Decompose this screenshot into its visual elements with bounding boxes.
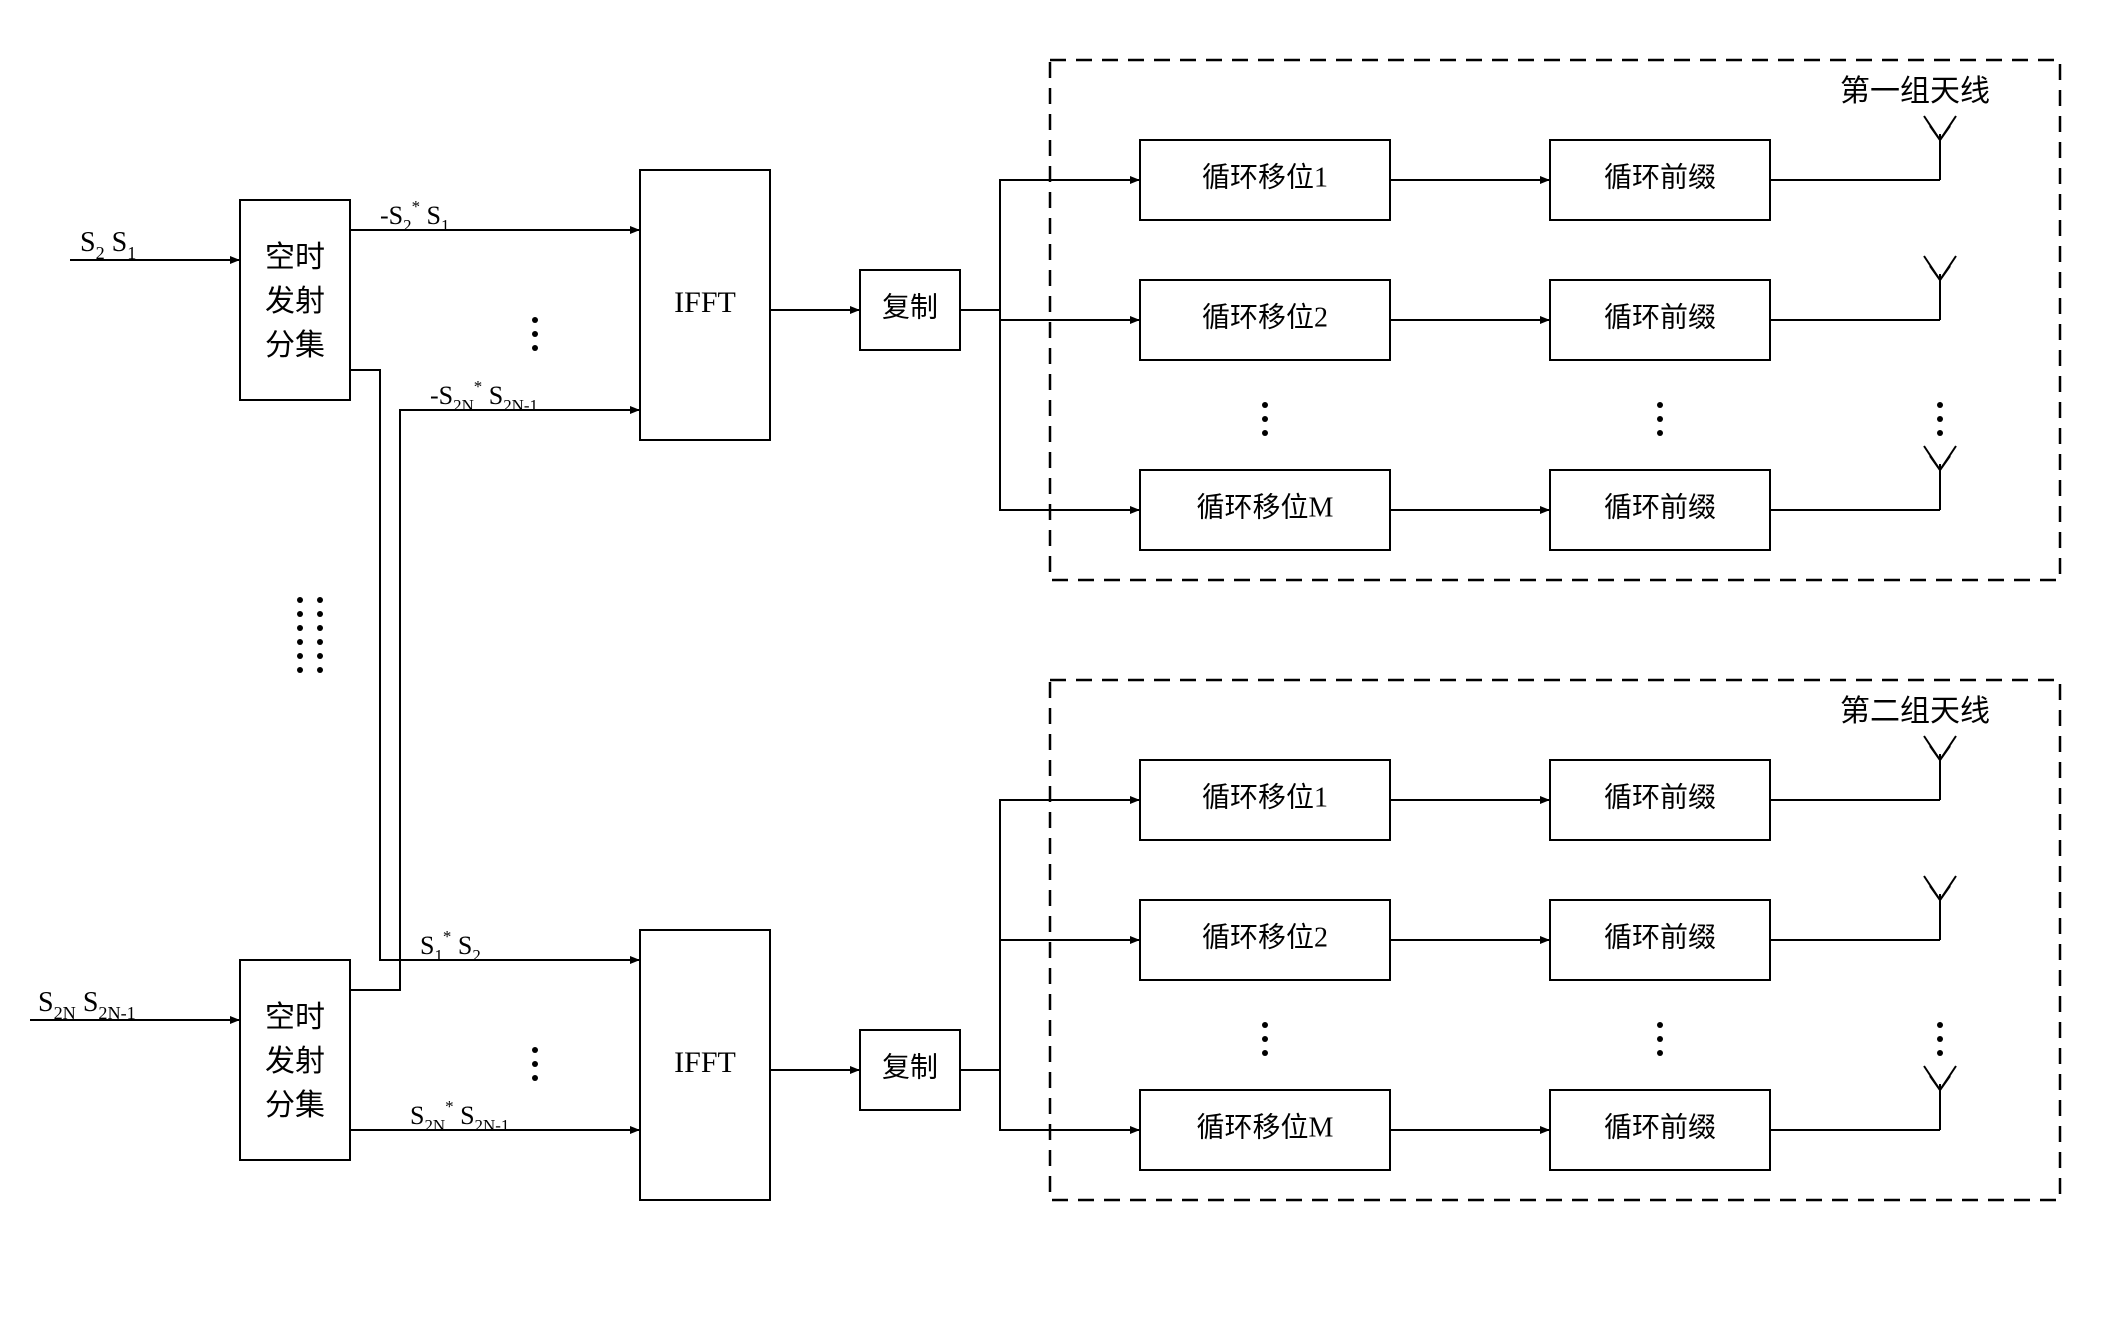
svg-text:IFFT: IFFT: [674, 1046, 736, 1079]
svg-text:循环前缀: 循环前缀: [1604, 491, 1716, 523]
svg-text:循环前缀: 循环前缀: [1604, 301, 1716, 333]
svg-text:第二组天线: 第二组天线: [1840, 695, 1990, 728]
svg-text:第一组天线: 第一组天线: [1840, 75, 1990, 108]
svg-text:S2N* S2N-1: S2N* S2N-1: [410, 1097, 509, 1135]
svg-text:空时发射分集: 空时发射分集: [265, 241, 325, 362]
block-diagram: S2 S1S2N S2N-1空时发射分集空时发射分集-S2* S1-S2N* S…: [0, 0, 2128, 1339]
svg-text:循环移位2: 循环移位2: [1202, 921, 1328, 953]
svg-text:循环移位M: 循环移位M: [1197, 1111, 1334, 1143]
svg-text:循环前缀: 循环前缀: [1604, 1111, 1716, 1143]
svg-text:循环前缀: 循环前缀: [1604, 161, 1716, 193]
svg-text:循环前缀: 循环前缀: [1604, 921, 1716, 953]
svg-text:循环移位M: 循环移位M: [1197, 491, 1334, 523]
svg-text:S2N S2N-1: S2N S2N-1: [38, 987, 136, 1023]
svg-text:S2 S1: S2 S1: [80, 227, 136, 263]
svg-text:循环移位2: 循环移位2: [1202, 301, 1328, 333]
svg-text:-S2N* S2N-1: -S2N* S2N-1: [430, 377, 538, 415]
svg-text:复制: 复制: [882, 291, 938, 323]
svg-text:空时发射分集: 空时发射分集: [265, 1001, 325, 1122]
svg-text:IFFT: IFFT: [674, 286, 736, 319]
svg-text:循环前缀: 循环前缀: [1604, 781, 1716, 813]
svg-text:S1* S2: S1* S2: [420, 927, 481, 965]
svg-text:循环移位1: 循环移位1: [1202, 781, 1328, 813]
svg-text:复制: 复制: [882, 1051, 938, 1083]
svg-text:循环移位1: 循环移位1: [1202, 161, 1328, 193]
